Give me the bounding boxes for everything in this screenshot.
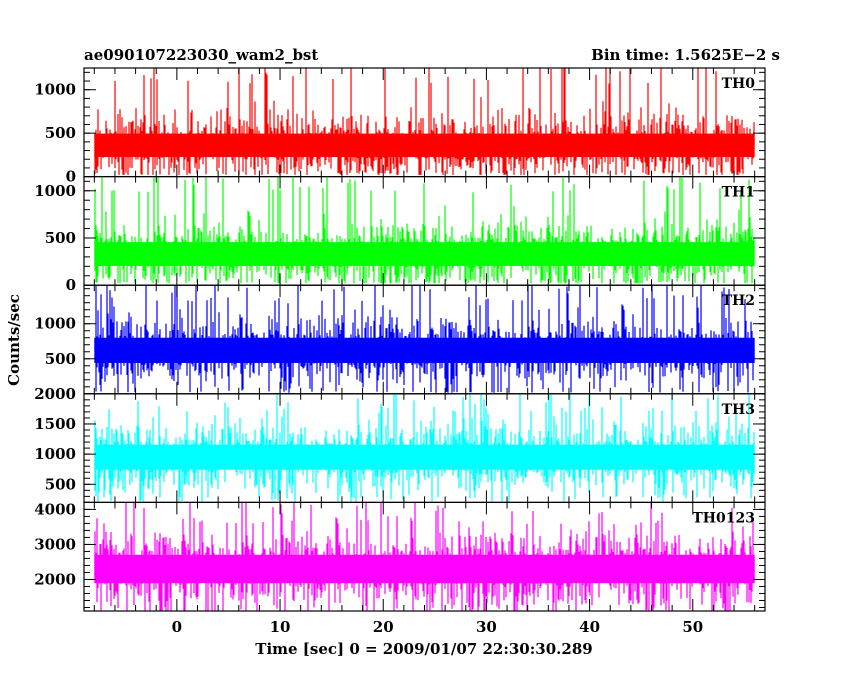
series-th1 [94, 176, 755, 284]
y-tick-label: 4000 [34, 500, 76, 518]
y-tick-label: 500 [45, 475, 76, 493]
band-label-th1: TH1 [722, 185, 755, 201]
x-tick-label: 50 [682, 618, 703, 636]
series-core-th0123 [94, 554, 755, 584]
series-core-th1 [94, 242, 755, 266]
band-label-th0: TH0 [722, 76, 756, 92]
series-core-th2 [94, 337, 755, 363]
x-tick-label: 10 [270, 618, 291, 636]
x-axis-label: Time [sec] 0 = 2009/01/07 22:30:30.289 [255, 640, 592, 658]
panel-th2: 500 1000 TH2 [34, 284, 766, 395]
band-label-th3: TH3 [722, 402, 755, 418]
y-tick-label: 0 [66, 168, 76, 186]
x-tick-label: 0 [172, 618, 182, 636]
y-tick-label: 1000 [34, 315, 76, 333]
band-label-th0123: TH0123 [692, 510, 755, 526]
y-tick-label: 1000 [34, 81, 76, 99]
panel-th3: 500 1000 1500 2000 TH3 [34, 385, 766, 503]
panel-th1: 0 500 1000 TH1 [34, 176, 766, 294]
series-core-th0 [94, 133, 755, 158]
y-tick-label: 1000 [34, 445, 76, 463]
y-tick-label: 500 [45, 229, 76, 247]
x-tick-label: 20 [373, 618, 394, 636]
chart-title: ae090107223030_wam2_bst [84, 46, 318, 64]
x-tick-label: 30 [476, 618, 497, 636]
band-label-th2: TH2 [722, 293, 755, 309]
series-core-th3 [94, 444, 755, 470]
y-tick-label: 1500 [34, 415, 76, 433]
x-tick-label: 40 [579, 618, 600, 636]
y-tick-label: 500 [45, 124, 76, 142]
y-tick-label: 0 [66, 276, 76, 294]
series-th0 [94, 68, 755, 175]
y-tick-label: 3000 [34, 535, 76, 553]
y-tick-label: 500 [45, 350, 76, 368]
series-th2 [94, 285, 755, 393]
y-tick-label: 1000 [34, 182, 76, 200]
y-axis-label: Counts/sec [5, 294, 23, 386]
y-tick-label: 2000 [34, 385, 76, 403]
panel-th0: 0 500 1000 TH0 [34, 67, 766, 186]
panel-th0123: 2000 3000 4000 TH0123 [34, 500, 766, 612]
bin-time-label: Bin time: 1.5625E−2 s [591, 46, 780, 64]
y-tick-label: 2000 [34, 570, 76, 588]
